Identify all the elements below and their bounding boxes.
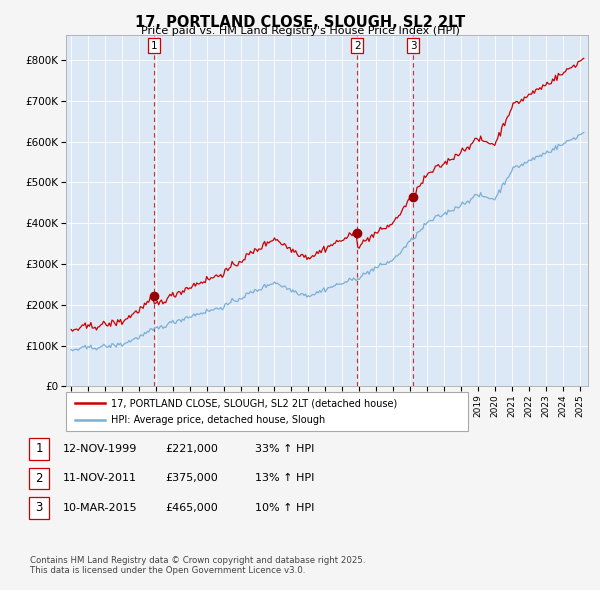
Text: 3: 3	[35, 502, 43, 514]
Text: 11-NOV-2011: 11-NOV-2011	[63, 474, 137, 483]
Text: 13% ↑ HPI: 13% ↑ HPI	[255, 474, 314, 483]
Text: 12-NOV-1999: 12-NOV-1999	[63, 444, 137, 454]
Text: Contains HM Land Registry data © Crown copyright and database right 2025.
This d: Contains HM Land Registry data © Crown c…	[30, 556, 365, 575]
Text: £465,000: £465,000	[165, 503, 218, 513]
Text: 10-MAR-2015: 10-MAR-2015	[63, 503, 137, 513]
Text: 17, PORTLAND CLOSE, SLOUGH, SL2 2LT (detached house): 17, PORTLAND CLOSE, SLOUGH, SL2 2LT (det…	[111, 398, 397, 408]
Text: 1: 1	[35, 442, 43, 455]
Text: 1: 1	[151, 41, 157, 51]
Text: 2: 2	[354, 41, 361, 51]
Text: £221,000: £221,000	[165, 444, 218, 454]
Text: 10% ↑ HPI: 10% ↑ HPI	[255, 503, 314, 513]
Text: 17, PORTLAND CLOSE, SLOUGH, SL2 2LT: 17, PORTLAND CLOSE, SLOUGH, SL2 2LT	[135, 15, 465, 30]
Text: Price paid vs. HM Land Registry's House Price Index (HPI): Price paid vs. HM Land Registry's House …	[140, 26, 460, 36]
Text: £375,000: £375,000	[165, 474, 218, 483]
Text: HPI: Average price, detached house, Slough: HPI: Average price, detached house, Slou…	[111, 415, 325, 425]
Text: 3: 3	[410, 41, 416, 51]
Text: 33% ↑ HPI: 33% ↑ HPI	[255, 444, 314, 454]
Text: 2: 2	[35, 472, 43, 485]
